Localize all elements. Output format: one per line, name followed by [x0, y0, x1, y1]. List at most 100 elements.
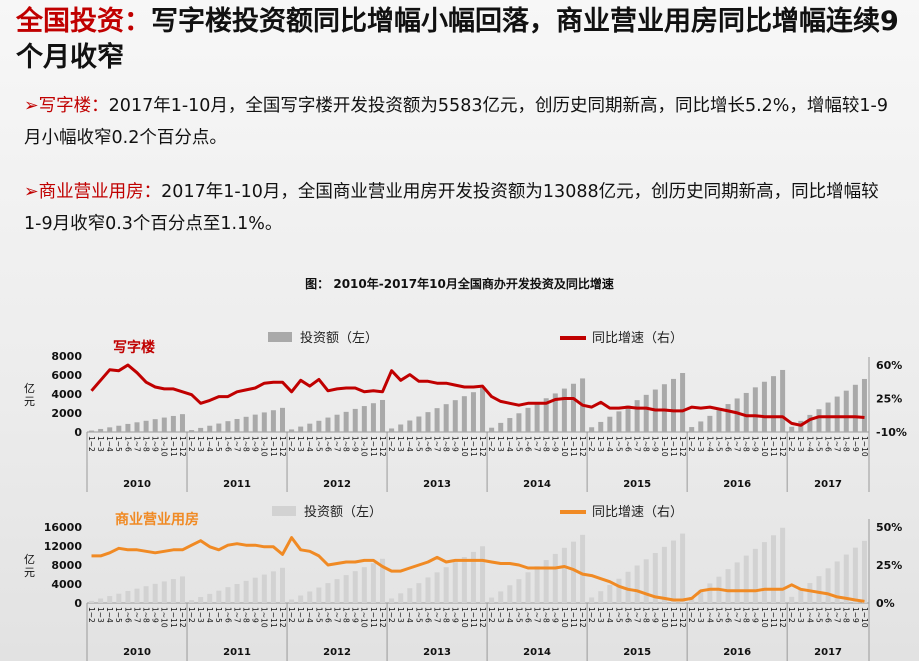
investment-bar: [761, 381, 767, 432]
x-tick-label: 1~12: [178, 607, 187, 628]
x-tick-label: 1~6: [523, 607, 532, 623]
investment-bar: [270, 571, 276, 603]
x-tick-label: 1~10: [360, 436, 369, 457]
year-label: 2013: [423, 647, 451, 658]
x-tick-label: 1~8: [842, 607, 851, 623]
investment-bar: [780, 527, 786, 603]
investment-bar: [816, 576, 822, 603]
x-tick-label: 1~11: [369, 436, 378, 457]
x-tick-label: 1~4: [805, 436, 814, 452]
year-label: 2010: [123, 647, 151, 658]
x-tick-label: 1~2: [487, 607, 496, 623]
investment-bar: [570, 383, 576, 432]
x-tick-label: 1~3: [796, 607, 805, 623]
x-tick-label: 1~12: [478, 436, 487, 457]
x-tick-label: 1~11: [769, 436, 778, 457]
investment-bar: [680, 373, 686, 432]
investment-bar: [407, 588, 413, 603]
investment-bar: [334, 579, 340, 603]
investment-bar: [425, 412, 431, 432]
left-tick-label: 4000: [51, 578, 82, 591]
investment-bar: [380, 399, 386, 432]
investment-bar: [734, 398, 740, 432]
investment-bar: [261, 574, 267, 603]
investment-bar: [280, 567, 285, 603]
investment-bar: [734, 562, 740, 603]
investment-bar: [807, 583, 813, 603]
x-tick-label: 1~2: [87, 607, 96, 623]
investment-bar: [607, 416, 613, 432]
investment-bar: [771, 535, 777, 603]
y-axis-label: 亿: [24, 553, 35, 566]
x-tick-label: 1~7: [232, 607, 241, 623]
investment-bar: [661, 546, 667, 603]
y-axis-label: 亿: [24, 382, 35, 395]
investment-bar: [107, 596, 113, 603]
x-tick-label: 1~6: [423, 607, 432, 623]
investment-bar: [316, 420, 322, 432]
x-tick-label: 1~11: [269, 607, 278, 628]
investment-bar: [725, 569, 731, 603]
x-tick-label: 1~8: [342, 436, 351, 452]
year-label: 2015: [623, 479, 651, 490]
x-tick-label: 1~9: [451, 436, 460, 452]
x-tick-label: 1~6: [823, 607, 832, 623]
investment-bar: [561, 547, 567, 603]
investment-bar: [570, 541, 576, 603]
x-tick-label: 1~4: [805, 607, 814, 623]
investment-bar: [334, 414, 340, 432]
investment-bar: [343, 575, 349, 603]
bullet-office: ➢写字楼：2017年1-10月，全国写字楼开发投资额为5583亿元，创历史同期新…: [24, 90, 894, 154]
investment-bar: [834, 561, 840, 603]
year-label: 2014: [523, 647, 551, 658]
x-tick-label: 1~8: [442, 607, 451, 623]
investment-bar: [207, 425, 213, 432]
chart-caption: 图： 2010年-2017年10月全国商办开发投资及同比增速: [305, 277, 614, 291]
x-tick-label: 1~6: [523, 436, 532, 452]
investment-bar: [261, 412, 267, 432]
investment-bar: [307, 591, 313, 603]
growth-line: [90, 363, 865, 427]
investment-bar: [389, 598, 395, 603]
investment-bar: [525, 572, 531, 603]
investment-bar: [370, 403, 376, 432]
left-tick-label: 8000: [51, 559, 82, 572]
bullet-commercial: ➢商业营业用房：2017年1-10月，全国商业营业用房开发投资额为13088亿元…: [24, 176, 894, 240]
x-tick-label: 1~9: [351, 436, 360, 452]
investment-bar: [380, 558, 386, 603]
investment-bar: [143, 586, 149, 603]
x-tick-label: 1~5: [214, 607, 223, 623]
year-label: 2015: [623, 647, 651, 658]
investment-bar: [179, 576, 185, 603]
x-tick-label: 1~11: [669, 607, 678, 628]
investment-bar: [598, 421, 604, 432]
x-tick-label: 1~7: [132, 436, 141, 452]
x-tick-label: 1~3: [596, 436, 605, 452]
investment-bar: [634, 565, 640, 603]
x-tick-label: 1~7: [132, 607, 141, 623]
investment-bar: [416, 583, 422, 603]
investment-bar: [543, 560, 549, 603]
investment-bar: [361, 406, 367, 432]
investment-bar: [225, 421, 231, 432]
x-tick-label: 1~4: [505, 607, 514, 623]
title-text: 写字楼投资额同比增幅小幅回落，商业营业用房同比增幅连续9个月收窄: [16, 6, 899, 73]
x-tick-label: 1~10: [160, 607, 169, 628]
x-tick-label: 1~12: [478, 607, 487, 628]
x-tick-label: 1~4: [205, 436, 214, 452]
x-tick-label: 1~3: [396, 436, 405, 452]
investment-bar: [434, 408, 440, 432]
x-tick-label: 1~5: [314, 436, 323, 452]
investment-bar: [125, 591, 131, 603]
x-tick-label: 1~12: [278, 607, 287, 628]
investment-bar: [470, 392, 476, 432]
legend-bar-swatch: [272, 506, 296, 516]
x-tick-label: 1~8: [542, 607, 551, 623]
x-tick-label: 1~7: [733, 436, 742, 452]
investment-bar: [389, 428, 395, 432]
x-tick-label: 1~4: [205, 607, 214, 623]
investment-bar: [289, 599, 295, 603]
year-label: 2012: [323, 647, 351, 658]
investment-bar: [352, 408, 358, 432]
year-label: 2011: [223, 479, 251, 490]
